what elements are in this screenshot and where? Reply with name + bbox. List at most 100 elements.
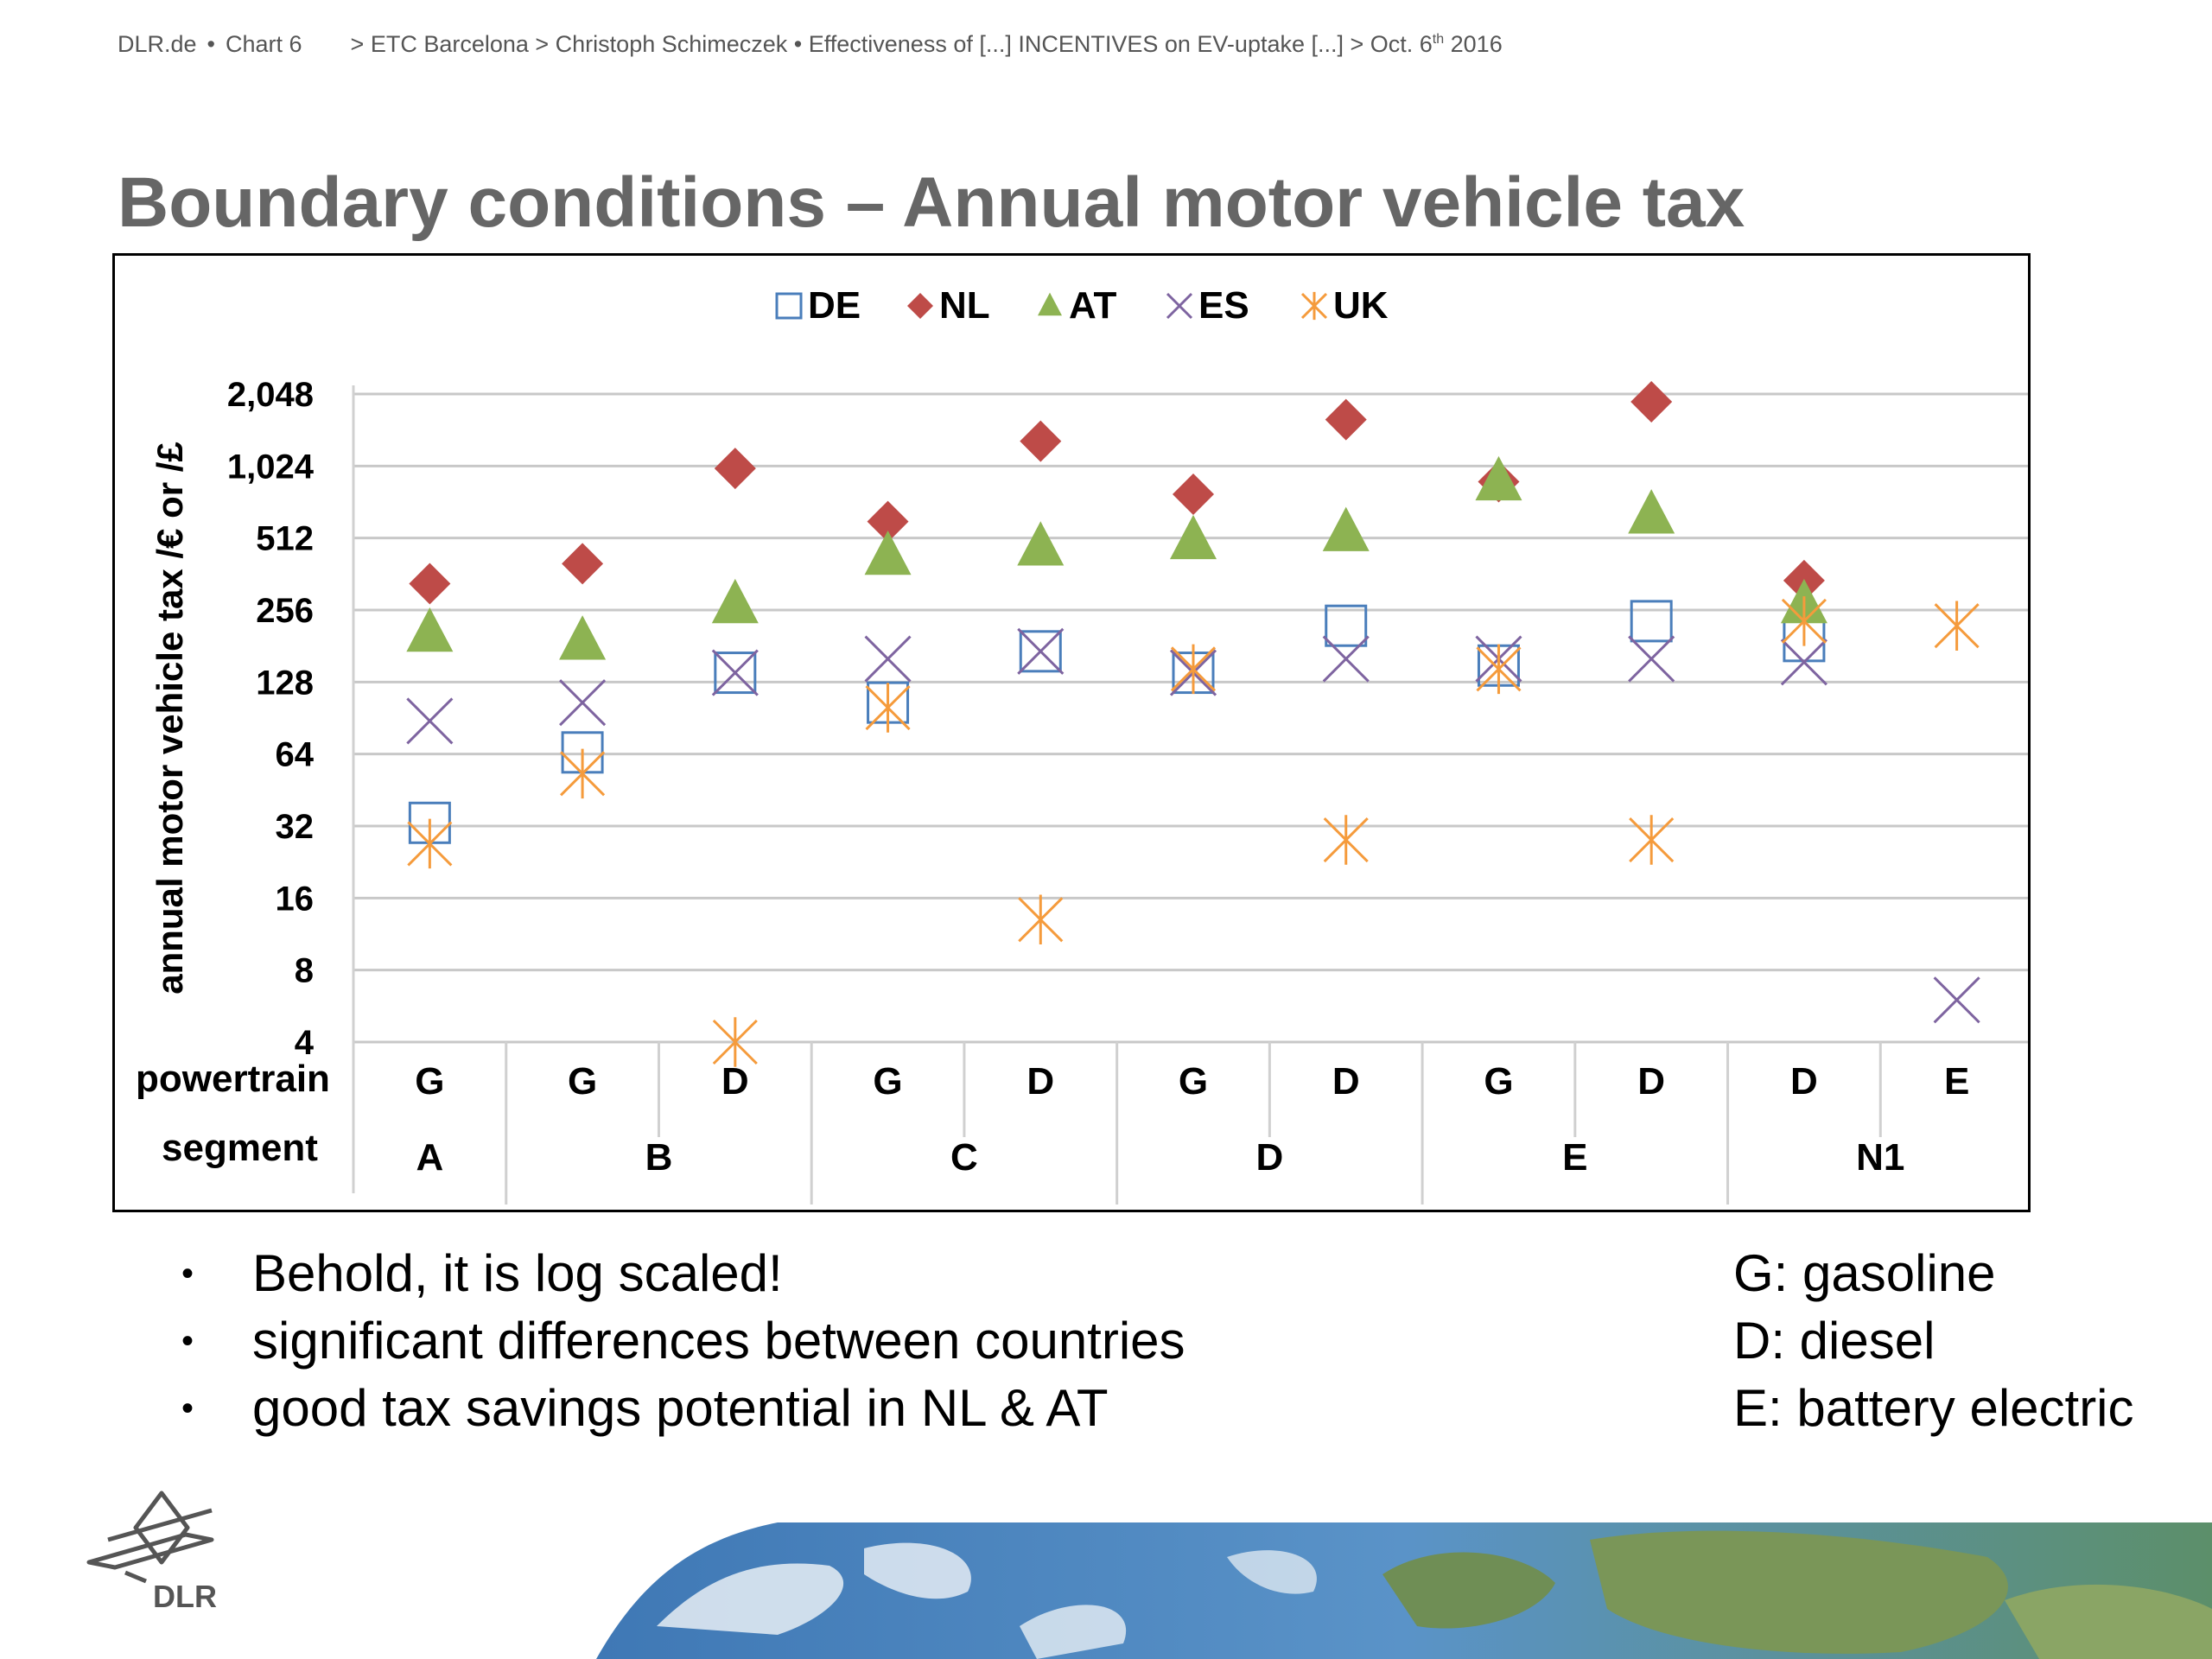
y-tick-label: 2,048 bbox=[227, 376, 314, 414]
legend-label-de: DE bbox=[808, 284, 861, 327]
point-uk bbox=[1323, 815, 1369, 865]
powertrain-tick-label: G bbox=[1179, 1060, 1208, 1103]
powertrain-tick-label: D bbox=[1790, 1060, 1818, 1103]
bullet-item: • significant differences between countri… bbox=[181, 1307, 1185, 1375]
powertrain-tick-label: D bbox=[721, 1060, 749, 1103]
tax-chart: DE NL AT ES UK 481632641282565121,0242,048an… bbox=[136, 284, 2028, 1205]
header-path: > ETC Barcelona > Christoph Schimeczek •… bbox=[350, 31, 1433, 57]
legend-label-uk: UK bbox=[1333, 284, 1389, 327]
point-uk bbox=[1170, 644, 1217, 695]
point-uk bbox=[1934, 601, 1980, 651]
point-uk bbox=[560, 748, 606, 799]
point-at bbox=[406, 607, 454, 652]
y-tick-label: 4 bbox=[295, 1024, 315, 1062]
header-date-suffix: th bbox=[1432, 32, 1445, 47]
powertrain-tick-label: D bbox=[1027, 1060, 1054, 1103]
slide-header: DLR.de • Chart 6 > ETC Barcelona > Christop… bbox=[118, 31, 1503, 58]
bullet-marker: • bbox=[181, 1255, 194, 1293]
point-nl bbox=[1173, 474, 1214, 516]
bullet-list: • Behold, it is log scaled! • significant … bbox=[181, 1240, 1185, 1442]
point-at bbox=[1017, 521, 1065, 566]
point-at bbox=[1475, 455, 1522, 501]
point-es bbox=[1017, 627, 1065, 675]
powertrain-tick-label: E bbox=[1944, 1060, 1969, 1103]
point-at bbox=[1170, 514, 1217, 560]
point-de bbox=[1019, 630, 1062, 673]
point-uk bbox=[1018, 894, 1064, 945]
y-axis: 4 8 16 32 64 128 256 512 1,024 2,048 annual motor … bbox=[149, 376, 315, 1062]
point-nl bbox=[1630, 381, 1673, 423]
chart-frame: DE NL AT ES UK 4 8 16 32 64 128 256 512 1,024 2,048 an… bbox=[112, 253, 2031, 1212]
y-axis-title: annual motor vehicle tax /€ or /£ bbox=[149, 442, 190, 995]
point-nl bbox=[409, 563, 451, 605]
logo-lettering: DLR bbox=[153, 1579, 217, 1614]
point-es bbox=[711, 649, 759, 696]
dlr-logo: DLR bbox=[86, 1491, 217, 1614]
point-es bbox=[1780, 639, 1827, 686]
point-es bbox=[406, 697, 454, 745]
bullet-marker: • bbox=[181, 1322, 194, 1360]
powertrain-tick-label: G bbox=[873, 1060, 902, 1103]
powertrain-tick-label: G bbox=[568, 1060, 597, 1103]
header-bullet: • bbox=[207, 31, 215, 57]
point-uk bbox=[1476, 644, 1522, 695]
glossary-item: E: battery electric bbox=[1733, 1379, 2134, 1437]
point-uk bbox=[1781, 596, 1827, 646]
point-es bbox=[864, 635, 912, 683]
point-at bbox=[711, 578, 759, 624]
powertrain-tick-label: G bbox=[415, 1060, 444, 1103]
bullet-text: good tax savings potential in NL & AT bbox=[252, 1379, 1109, 1437]
y-tick-label: 32 bbox=[276, 808, 315, 846]
legend-label-nl: NL bbox=[939, 284, 990, 327]
point-es bbox=[1628, 635, 1675, 683]
segment-tick-label: D bbox=[1255, 1136, 1283, 1179]
bullet-marker: • bbox=[181, 1389, 194, 1427]
powertrain-tick-label: G bbox=[1484, 1060, 1513, 1103]
point-uk bbox=[1629, 815, 1675, 865]
point-nl bbox=[714, 448, 756, 490]
legend-marker-uk bbox=[1300, 291, 1328, 321]
slide-title: Boundary conditions – Annual motor vehic… bbox=[118, 163, 1745, 242]
point-nl bbox=[867, 500, 909, 543]
y-tick-label: 1,024 bbox=[227, 448, 315, 486]
point-uk bbox=[865, 683, 911, 733]
point-es bbox=[559, 679, 607, 727]
y-tick-label: 256 bbox=[256, 592, 314, 630]
point-de bbox=[714, 652, 757, 695]
header-year: 2016 bbox=[1444, 31, 1503, 57]
powertrain-row-label: powertrain bbox=[136, 1058, 330, 1100]
powertrain-tick-label: D bbox=[1332, 1060, 1360, 1103]
point-at bbox=[559, 615, 607, 660]
point-de bbox=[1630, 600, 1673, 643]
y-tick-label: 8 bbox=[295, 952, 314, 990]
legend-marker-de bbox=[775, 292, 803, 320]
category-axis: powertrain segment G G D G D G D G D D E A B C D E N1 bbox=[136, 1042, 1969, 1205]
point-nl bbox=[562, 543, 604, 585]
y-tick-label: 128 bbox=[256, 664, 314, 702]
bullet-item: • Behold, it is log scaled! bbox=[181, 1240, 1185, 1307]
point-uk bbox=[712, 1017, 758, 1067]
point-uk bbox=[407, 818, 453, 869]
point-es bbox=[1933, 976, 1980, 1024]
segment-tick-label: E bbox=[1562, 1136, 1587, 1179]
bullet-item: • good tax savings potential in NL & AT bbox=[181, 1375, 1185, 1442]
segment-tick-label: B bbox=[645, 1136, 673, 1179]
point-nl bbox=[1325, 398, 1367, 441]
powertrain-glossary: G: gasoline D: diesel E: battery electri… bbox=[1733, 1240, 2134, 1442]
legend-label-at: AT bbox=[1069, 284, 1117, 327]
y-tick-label: 64 bbox=[276, 736, 315, 774]
segment-tick-label: A bbox=[416, 1136, 443, 1179]
y-tick-label: 16 bbox=[276, 880, 315, 918]
header-site: DLR.de bbox=[118, 31, 197, 57]
segment-row-label: segment bbox=[162, 1127, 318, 1169]
point-de bbox=[1325, 604, 1368, 647]
bullet-text: significant differences between countrie… bbox=[252, 1312, 1185, 1370]
point-at bbox=[1322, 506, 1370, 551]
point-nl bbox=[1020, 420, 1062, 462]
point-at bbox=[1628, 489, 1675, 534]
legend-label-es: ES bbox=[1198, 284, 1249, 327]
bullet-text: Behold, it is log scaled! bbox=[252, 1244, 783, 1302]
point-es bbox=[1322, 635, 1370, 683]
y-tick-label: 512 bbox=[256, 520, 314, 558]
segment-tick-label: C bbox=[950, 1136, 978, 1179]
